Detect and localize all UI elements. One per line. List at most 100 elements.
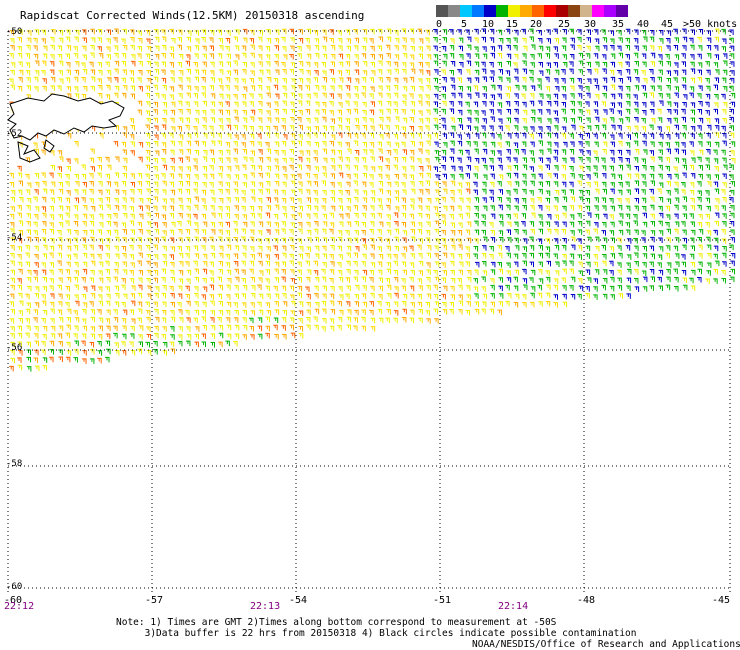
wind-barb [490,284,495,291]
wind-barb [433,37,438,43]
wind-barb [457,118,463,124]
wind-barb [514,101,519,107]
wind-barb [330,149,336,156]
wind-barb [353,86,359,92]
wind-barb [329,318,335,324]
wind-barb [338,61,344,68]
wind-barb [289,197,295,203]
wind-barb [370,61,376,68]
wind-barb [225,317,231,323]
wind-barb [74,36,79,43]
wind-barb [730,157,736,164]
wind-barb [401,197,406,204]
wind-barb [498,277,503,283]
wind-barb [465,149,470,156]
wind-barb [337,117,343,123]
wind-barb [73,310,78,316]
wind-barb [673,188,679,195]
wind-barb [306,126,311,132]
wind-barb [321,85,326,92]
wind-barb [682,164,687,171]
wind-barb [506,277,512,283]
wind-barb [361,230,366,236]
wind-barb [33,309,39,315]
wind-barb [290,174,296,180]
wind-barb [545,301,551,307]
wind-barb [577,93,583,99]
wind-barb [458,197,464,204]
wind-barb [401,166,407,172]
wind-barb [449,101,454,107]
wind-barb [161,61,166,68]
wind-barb [146,285,152,291]
wind-barb [217,276,222,283]
wind-barb [153,84,158,91]
wind-barb [337,38,343,44]
wind-barb [274,309,280,315]
wind-barb [193,61,198,68]
wind-barb [386,69,392,75]
wind-barb [154,316,160,323]
wind-barb [673,62,679,68]
wind-barb [418,141,424,148]
wind-barb [657,108,662,115]
wind-barb [122,165,127,172]
wind-barb [730,141,736,147]
wind-barb [377,173,383,180]
wind-barb [337,182,342,188]
wind-barb [17,237,23,244]
wind-barb [18,318,23,324]
wind-barb [90,45,95,51]
wind-barb [578,60,584,67]
wind-barb [138,325,144,331]
wind-barb [353,189,359,196]
scale-swatch [532,5,544,17]
wind-barb [185,261,190,267]
wind-barb [577,278,583,284]
wind-barb [186,148,191,155]
wind-barb [618,252,623,259]
wind-barb [321,228,327,235]
wind-barb [570,276,576,283]
wind-barb [170,149,175,156]
wind-barb [530,54,535,60]
wind-barb [458,309,463,315]
wind-barb [298,181,303,187]
wind-barb [521,85,527,92]
wind-barb [49,349,54,355]
wind-barb [58,37,64,44]
wind-barb [506,149,511,155]
wind-barb [201,29,207,35]
wind-barb [234,116,239,123]
wind-barb [66,229,72,235]
wind-barb [114,28,119,35]
wind-barb [617,269,622,276]
wind-barb [234,197,239,203]
wind-barb [433,166,438,172]
wind-barb [562,237,567,244]
wind-barb [569,260,574,267]
wind-barb [346,285,351,292]
wind-barb [146,117,151,124]
wind-barb [97,229,103,236]
wind-barb [721,109,727,115]
wind-barb [481,157,486,164]
lat-lon-grid [7,30,731,592]
wind-barb [90,309,95,315]
wind-barb [569,189,574,195]
wind-barb [609,69,615,76]
wind-barb [202,124,207,131]
wind-barb [242,86,248,92]
wind-barb [586,212,592,219]
wind-barb [233,261,239,267]
wind-barb [634,77,640,83]
wind-barb [218,181,223,187]
wind-barb [10,260,15,267]
wind-barb [322,141,327,147]
wind-barb [321,326,326,332]
wind-barb [650,196,655,203]
wind-barb [617,285,623,291]
wind-barb [193,181,198,188]
wind-barb [722,182,727,188]
wind-barb [602,141,608,148]
